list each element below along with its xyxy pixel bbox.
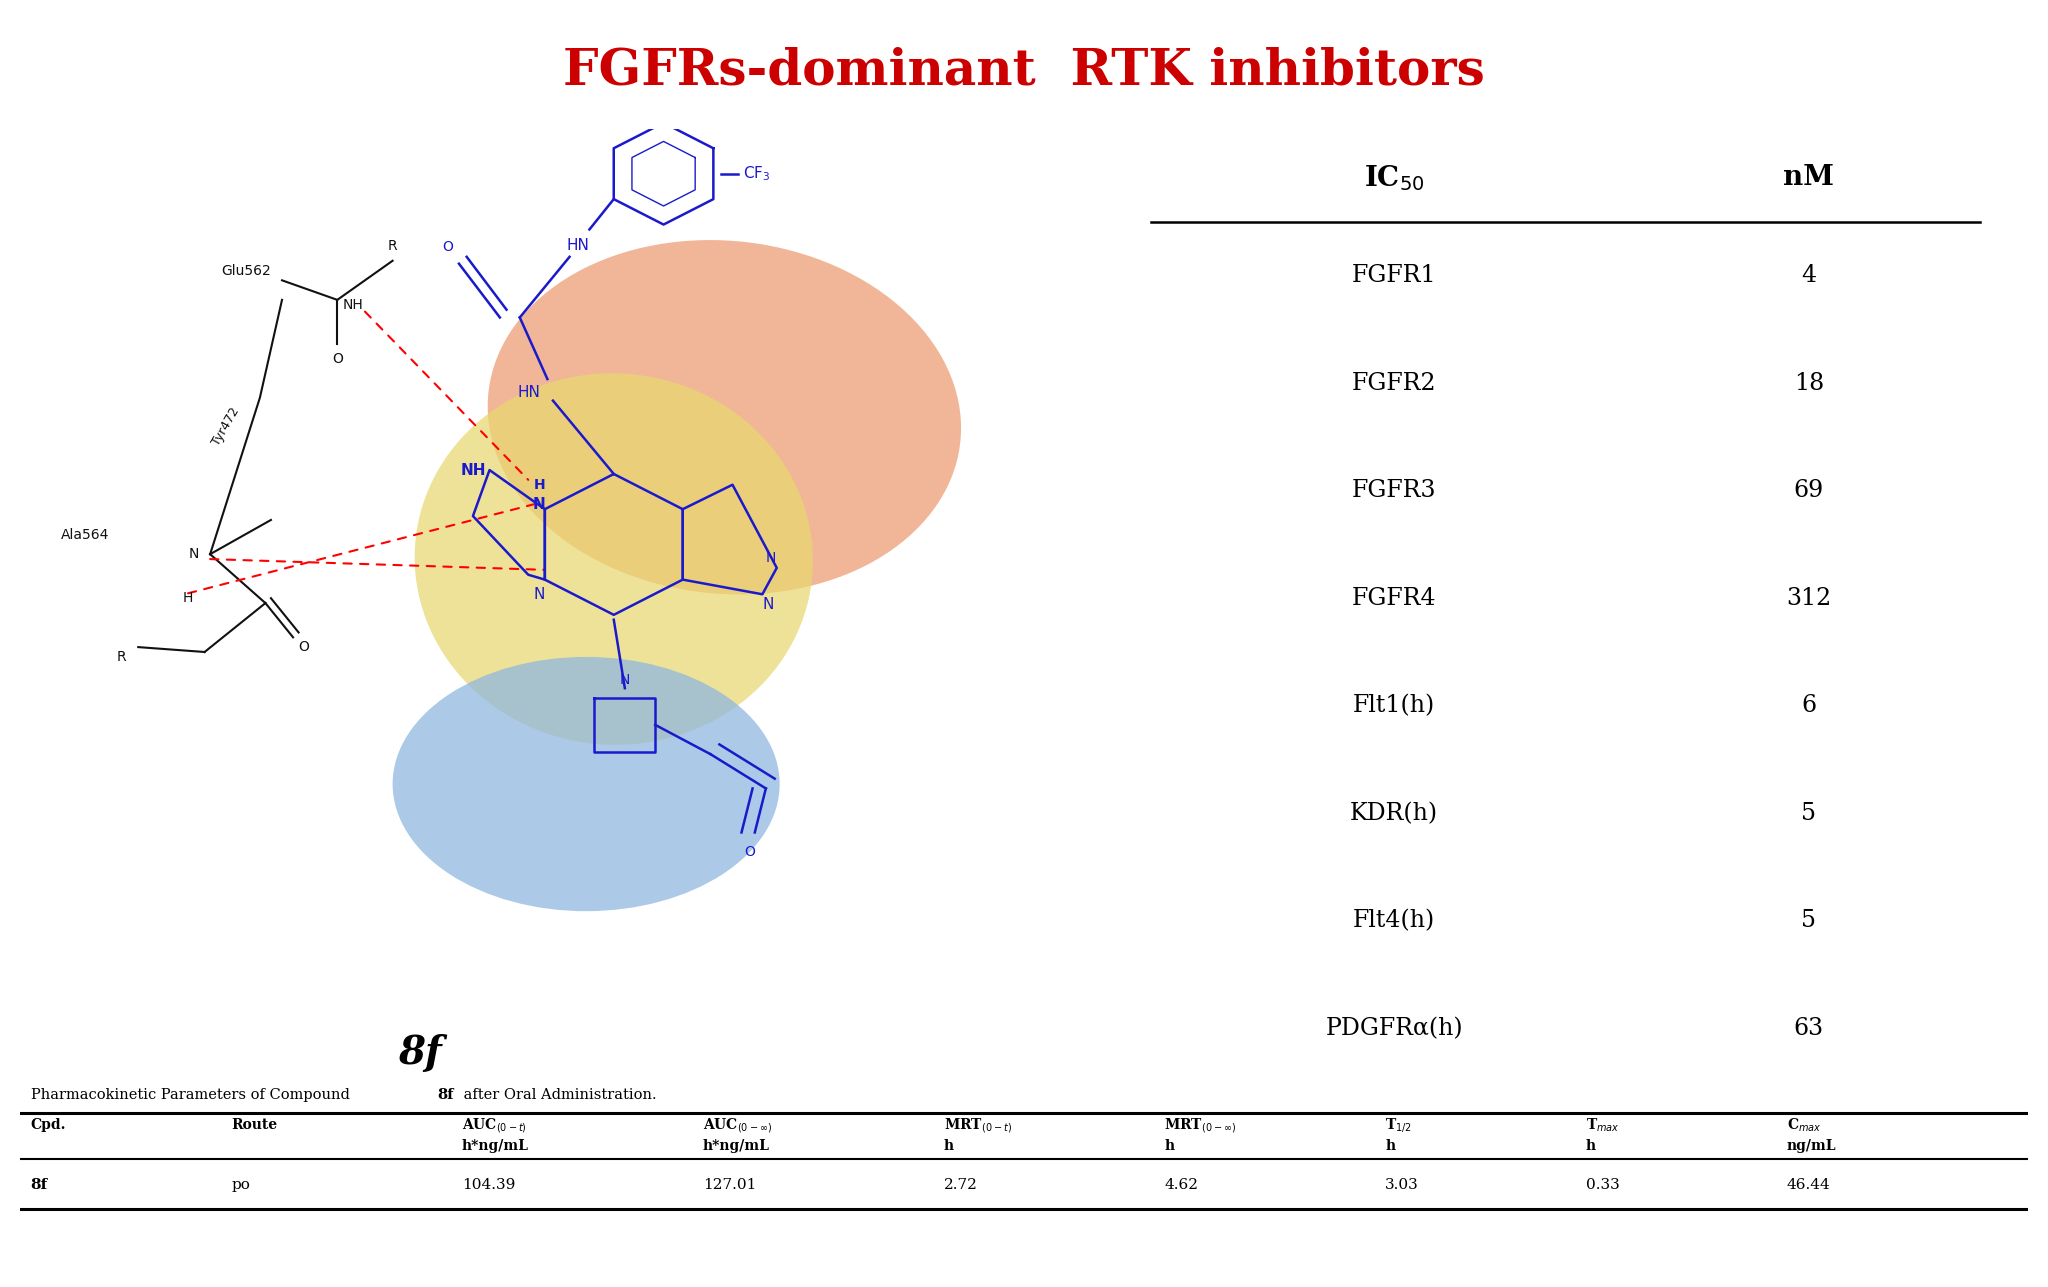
Text: h: h: [1585, 1139, 1595, 1153]
Text: CF$_3$: CF$_3$: [743, 165, 770, 183]
Text: NH: NH: [461, 462, 485, 477]
Text: PDGFRα(h): PDGFRα(h): [1325, 1017, 1462, 1040]
Text: AUC$_{(0-\infty)}$: AUC$_{(0-\infty)}$: [702, 1116, 772, 1135]
Text: 4.62: 4.62: [1165, 1179, 1198, 1192]
Text: KDR(h): KDR(h): [1350, 802, 1438, 825]
Text: Cpd.: Cpd.: [31, 1118, 66, 1133]
Text: FGFRs-dominant  RTK inhibitors: FGFRs-dominant RTK inhibitors: [563, 46, 1485, 95]
Text: h*ng/mL: h*ng/mL: [463, 1139, 528, 1153]
Text: N: N: [535, 587, 545, 602]
Text: Flt1(h): Flt1(h): [1354, 694, 1436, 717]
Text: IC$_{50}$: IC$_{50}$: [1364, 162, 1425, 193]
Ellipse shape: [487, 241, 961, 595]
Text: O: O: [332, 351, 342, 366]
Text: C$_{max}$: C$_{max}$: [1786, 1117, 1821, 1134]
Text: h: h: [1165, 1139, 1176, 1153]
Text: FGFR1: FGFR1: [1352, 264, 1436, 287]
Text: 4: 4: [1802, 264, 1817, 287]
Text: 8f: 8f: [31, 1179, 47, 1192]
Text: 63: 63: [1794, 1017, 1825, 1040]
Text: 46.44: 46.44: [1786, 1179, 1831, 1192]
Ellipse shape: [414, 373, 813, 745]
Text: 5: 5: [1802, 802, 1817, 825]
Text: 3.03: 3.03: [1384, 1179, 1419, 1192]
Text: h*ng/mL: h*ng/mL: [702, 1139, 770, 1153]
Text: Tyr472: Tyr472: [211, 405, 242, 448]
Text: MRT$_{(0-t)}$: MRT$_{(0-t)}$: [944, 1116, 1012, 1135]
Text: 312: 312: [1786, 587, 1831, 610]
Text: 8f: 8f: [399, 1033, 442, 1072]
Text: FGFR4: FGFR4: [1352, 587, 1436, 610]
Text: N: N: [762, 597, 774, 611]
Text: ng/mL: ng/mL: [1786, 1139, 1837, 1153]
Text: 127.01: 127.01: [702, 1179, 756, 1192]
Text: Glu562: Glu562: [221, 264, 270, 278]
Text: FGFR2: FGFR2: [1352, 372, 1436, 395]
Text: 69: 69: [1794, 479, 1825, 502]
Text: R: R: [117, 650, 127, 664]
Text: R: R: [387, 239, 397, 254]
Text: h: h: [944, 1139, 954, 1153]
Text: 5: 5: [1802, 910, 1817, 933]
Text: HN: HN: [567, 238, 590, 252]
Text: Route: Route: [231, 1118, 276, 1133]
Text: Pharmacokinetic Parameters of Compound: Pharmacokinetic Parameters of Compound: [31, 1089, 354, 1103]
Text: H: H: [182, 591, 193, 605]
Text: N: N: [766, 551, 776, 565]
Text: T$_{1/2}$: T$_{1/2}$: [1384, 1116, 1411, 1134]
Text: O: O: [299, 640, 309, 654]
Text: T$_{max}$: T$_{max}$: [1585, 1117, 1620, 1134]
Ellipse shape: [393, 656, 780, 911]
Text: 6: 6: [1802, 694, 1817, 717]
Text: po: po: [231, 1179, 250, 1192]
Text: H: H: [532, 477, 545, 492]
Text: Ala564: Ala564: [61, 528, 109, 542]
Text: N: N: [188, 547, 199, 561]
Text: Flt4(h): Flt4(h): [1354, 910, 1436, 933]
Text: HN: HN: [518, 385, 541, 400]
Text: 0.33: 0.33: [1585, 1179, 1620, 1192]
Text: FGFR3: FGFR3: [1352, 479, 1436, 502]
Text: 2.72: 2.72: [944, 1179, 977, 1192]
Text: h: h: [1384, 1139, 1395, 1153]
Text: 18: 18: [1794, 372, 1825, 395]
Text: O: O: [442, 241, 453, 254]
Text: N: N: [621, 673, 631, 687]
Text: 8f: 8f: [438, 1089, 455, 1103]
Text: after Oral Administration.: after Oral Administration.: [459, 1089, 655, 1103]
Text: O: O: [743, 846, 756, 858]
Text: NH: NH: [342, 297, 365, 311]
Text: nM: nM: [1784, 165, 1835, 190]
Text: 104.39: 104.39: [463, 1179, 516, 1192]
Text: N: N: [532, 497, 545, 512]
Text: MRT$_{(0-\infty)}$: MRT$_{(0-\infty)}$: [1165, 1116, 1237, 1135]
Text: AUC$_{(0-t)}$: AUC$_{(0-t)}$: [463, 1116, 526, 1135]
